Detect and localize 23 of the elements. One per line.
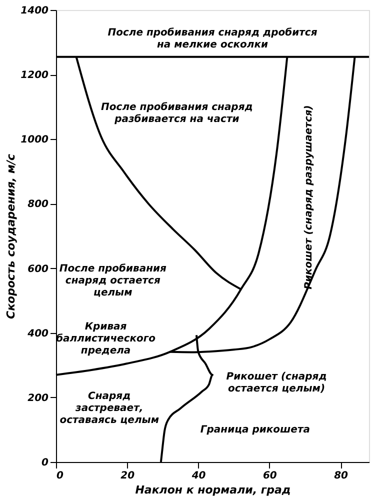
- x-axis-title: Наклон к нормали, град: [135, 484, 291, 496]
- y-tick-label: 800: [28, 199, 49, 210]
- x-tick-label: 40: [190, 470, 206, 482]
- x-tick-label: 80: [334, 470, 348, 482]
- y-tick-label: 0: [42, 458, 49, 468]
- y-tick-label: 400: [26, 328, 49, 340]
- y-axis-title: Скорость соударения, м/с: [4, 154, 18, 320]
- y-tick-label: 1000: [20, 134, 49, 146]
- y-tick-label: 600: [28, 264, 49, 275]
- annotation: Кривая баллистического предела: [56, 321, 156, 356]
- y-tick-label: 1200: [20, 70, 49, 82]
- x-tick-label: 0: [56, 470, 64, 482]
- annotation: Снаряд застревает, оставаясь целым: [60, 390, 160, 426]
- y-tick-label: 200: [28, 392, 49, 404]
- annotation: После пробивания снаряд остается целым: [59, 263, 168, 298]
- annotation: Рикошет (снаряд остается целым): [226, 371, 327, 394]
- y-tick-label: 1400: [20, 6, 49, 16]
- annotation: После пробивания снаряд дробится на мелкие осколки: [108, 28, 318, 51]
- x-tick-label: 60: [262, 470, 277, 482]
- annotation: Граница рикошета: [200, 424, 310, 436]
- annotation: После пробивания снаряд разбивается на части: [101, 102, 253, 125]
- x-tick-label: 20: [120, 470, 135, 482]
- annotation: Рикошет (снаряд разрушается): [304, 105, 315, 290]
